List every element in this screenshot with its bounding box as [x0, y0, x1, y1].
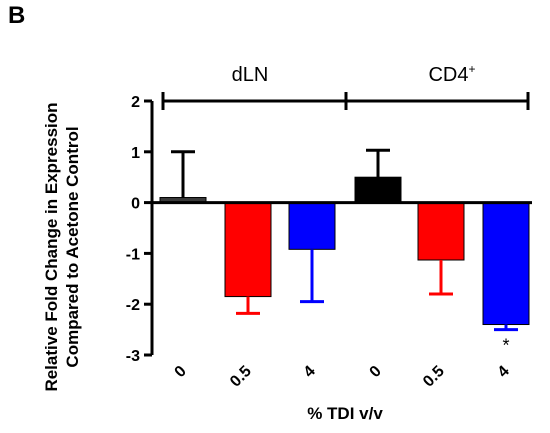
x-tick-label-2: 4	[301, 363, 319, 381]
y-tick-label-4: -2	[126, 297, 140, 314]
bar-3	[354, 176, 402, 204]
significance-marker-5: *	[502, 336, 509, 356]
y-tick-label-2: 0	[131, 196, 140, 213]
bar-1	[224, 202, 272, 298]
bar-2	[288, 202, 336, 250]
group-label-dln-text: dLN	[231, 64, 269, 86]
group-label-cd4-text: CD4	[428, 64, 469, 86]
y-tick-label-3: -1	[126, 246, 140, 263]
group-label-dln: dLN	[232, 64, 269, 87]
x-tick-label-3: 0	[367, 363, 385, 381]
x-tick-label-4: 0.5	[420, 363, 448, 391]
y-tick-label-5: -3	[126, 348, 140, 365]
x-tick-label-0: 0	[172, 363, 190, 381]
group-label-cd4: CD4+	[428, 62, 476, 87]
x-axis-label: % TDI v/v	[307, 404, 383, 423]
y-tick-label-1: 1	[131, 145, 140, 162]
x-tick-label-5: 4	[495, 363, 513, 381]
y-axis-label: Relative Fold Change in Expression Compa…	[42, 102, 82, 392]
panel-label: B	[8, 2, 26, 29]
x-tick-label-1: 0.5	[227, 363, 255, 391]
bar-5	[482, 202, 530, 326]
group-label-cd4-sup: +	[468, 62, 476, 76]
bar-4	[417, 202, 465, 261]
y-tick-label-0: 2	[131, 94, 140, 111]
